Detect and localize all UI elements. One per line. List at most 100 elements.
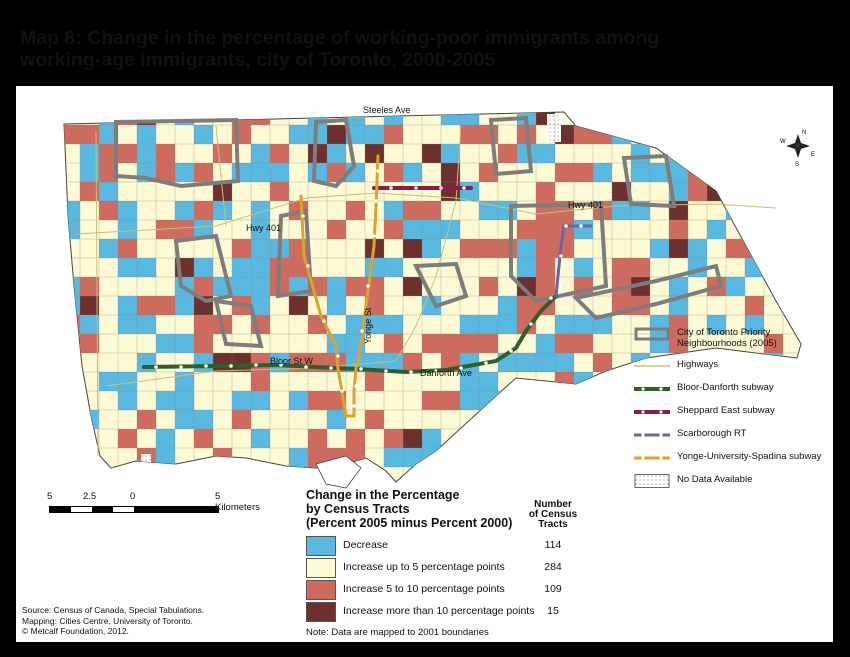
scale-label-5: 5 <box>47 491 53 502</box>
census-tract <box>137 125 156 144</box>
census-tract <box>232 163 251 182</box>
census-tract <box>403 448 422 467</box>
subway-station-dot <box>354 384 358 388</box>
census-tract <box>327 277 346 296</box>
census-tract <box>346 429 365 448</box>
no-data-symbol <box>634 474 670 488</box>
census-tract <box>536 258 555 277</box>
census-tract <box>327 296 346 315</box>
census-tract <box>726 112 745 125</box>
census-tract <box>555 467 574 482</box>
census-tract <box>99 182 118 201</box>
census-tract <box>612 182 631 201</box>
census-tract <box>536 410 555 429</box>
census-tract <box>726 239 745 258</box>
subway-station-dot <box>434 369 438 373</box>
class-row-increase-high: Increase more than 10 percentage points … <box>306 602 606 624</box>
census-tract <box>175 334 194 353</box>
subway-station-dot <box>179 365 183 369</box>
classification-title-line-2: by Census Tracts <box>306 502 410 516</box>
census-tract <box>251 201 270 220</box>
census-tract <box>422 429 441 448</box>
census-tract <box>403 239 422 258</box>
census-tract <box>118 220 137 239</box>
subway-station-dot <box>372 234 376 238</box>
census-tract <box>650 163 669 182</box>
census-tract <box>80 315 99 334</box>
priority-rexdale <box>114 117 241 189</box>
subway-station-dot <box>579 224 583 228</box>
census-tract <box>194 467 213 482</box>
census-tract <box>346 201 365 220</box>
census-tract <box>80 334 99 353</box>
census-tract <box>707 220 726 239</box>
census-tract <box>669 163 688 182</box>
census-tract <box>308 391 327 410</box>
subway-station-dot <box>509 349 513 353</box>
priority-symbol <box>634 327 670 341</box>
subway-station-dot <box>484 361 488 365</box>
census-tract <box>175 220 194 239</box>
census-tract <box>517 277 536 296</box>
census-tract <box>194 334 213 353</box>
census-tract <box>422 239 441 258</box>
legend-label-sheppard: Sheppard East subway <box>677 405 775 416</box>
census-tract <box>783 220 801 239</box>
map-legend: City of Toronto Priority Neighbourhoods … <box>634 324 834 494</box>
census-tract <box>384 334 403 353</box>
census-tract <box>574 258 593 277</box>
census-tract <box>707 112 726 125</box>
census-tract <box>194 201 213 220</box>
census-tract <box>612 201 631 220</box>
census-tract <box>137 315 156 334</box>
census-tract <box>403 277 422 296</box>
census-tract <box>80 182 99 201</box>
census-tract <box>251 372 270 391</box>
source-credits: Source: Census of Canada, Special Tabula… <box>22 605 204 637</box>
priority-neighbourhoods-layer <box>114 115 724 349</box>
census-tract <box>156 429 175 448</box>
yonge-line <box>352 154 380 418</box>
census-tract <box>688 182 707 201</box>
census-tract <box>536 353 555 372</box>
census-tract <box>650 125 669 144</box>
class-count-decrease: 114 <box>544 539 562 551</box>
class-label-increase-small: Increase up to 5 percentage points <box>343 561 505 573</box>
census-tract <box>403 163 422 182</box>
census-tract <box>479 315 498 334</box>
census-tract <box>232 353 251 372</box>
legend-item-yonge: Yonge-University-Spadina subway <box>634 448 834 471</box>
legend-item-highways: Highways <box>634 356 834 379</box>
census-tract <box>175 391 194 410</box>
census-tract <box>251 144 270 163</box>
compass-e: E <box>811 152 815 158</box>
census-tract <box>175 201 194 220</box>
census-tract <box>631 258 650 277</box>
census-tract <box>669 315 688 334</box>
census-tract <box>593 125 612 144</box>
toronto-map: N S E W <box>63 111 815 489</box>
census-tract <box>289 296 308 315</box>
census-tract <box>137 353 156 372</box>
census-tract <box>612 429 631 448</box>
census-tract <box>783 258 801 277</box>
scale-bar-graphic <box>49 506 219 513</box>
census-tract <box>118 144 137 163</box>
census-tract <box>156 448 175 467</box>
census-tract <box>745 315 764 334</box>
census-tract <box>593 163 612 182</box>
priority-flemingdon <box>412 261 469 309</box>
census-tract <box>156 296 175 315</box>
census-tract <box>365 144 384 163</box>
census-tract <box>99 372 118 391</box>
subway-station-dot <box>384 369 388 373</box>
census-tract <box>555 372 574 391</box>
census-tract <box>574 410 593 429</box>
boundary-note: Note: Data are mapped to 2001 boundaries <box>306 627 489 638</box>
census-tract <box>251 429 270 448</box>
census-tract <box>707 163 726 182</box>
census-tract <box>517 315 536 334</box>
census-tract <box>64 296 80 315</box>
subway-station-dot <box>229 364 233 368</box>
census-tract <box>403 220 422 239</box>
